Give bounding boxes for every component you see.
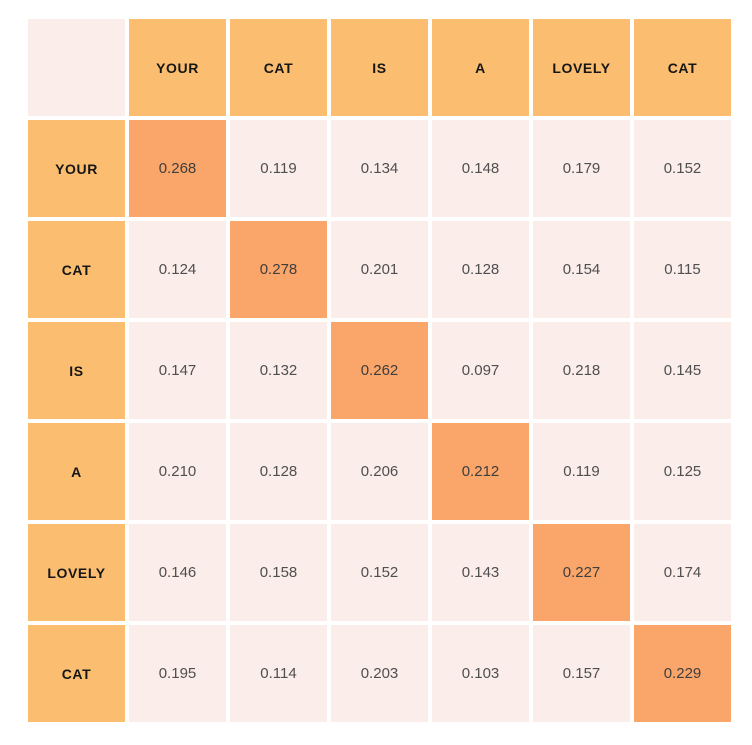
col-header-3: A bbox=[432, 19, 529, 116]
col-header-2: IS bbox=[331, 19, 428, 116]
cell-3-3: 0.212 bbox=[432, 423, 529, 520]
cell-5-4: 0.157 bbox=[533, 625, 630, 722]
cell-4-2: 0.152 bbox=[331, 524, 428, 621]
cell-4-3: 0.143 bbox=[432, 524, 529, 621]
cell-1-1: 0.278 bbox=[230, 221, 327, 318]
row-header-3: A bbox=[28, 423, 125, 520]
cell-1-0: 0.124 bbox=[129, 221, 226, 318]
cell-1-2: 0.201 bbox=[331, 221, 428, 318]
cell-1-4: 0.154 bbox=[533, 221, 630, 318]
cell-2-1: 0.132 bbox=[230, 322, 327, 419]
cell-5-0: 0.195 bbox=[129, 625, 226, 722]
row-header-1: CAT bbox=[28, 221, 125, 318]
col-header-0: YOUR bbox=[129, 19, 226, 116]
cell-2-3: 0.097 bbox=[432, 322, 529, 419]
col-header-5: CAT bbox=[634, 19, 731, 116]
cell-3-1: 0.128 bbox=[230, 423, 327, 520]
cell-0-0: 0.268 bbox=[129, 120, 226, 217]
cell-0-3: 0.148 bbox=[432, 120, 529, 217]
cell-0-2: 0.134 bbox=[331, 120, 428, 217]
cell-2-2: 0.262 bbox=[331, 322, 428, 419]
corner-cell bbox=[28, 19, 125, 116]
cell-0-4: 0.179 bbox=[533, 120, 630, 217]
row-header-2: IS bbox=[28, 322, 125, 419]
cell-4-4: 0.227 bbox=[533, 524, 630, 621]
cell-0-1: 0.119 bbox=[230, 120, 327, 217]
row-header-4: LOVELY bbox=[28, 524, 125, 621]
cell-0-5: 0.152 bbox=[634, 120, 731, 217]
col-header-4: LOVELY bbox=[533, 19, 630, 116]
attention-heatmap: YOUR CAT IS A LOVELY CAT YOUR 0.268 0.11… bbox=[28, 19, 731, 722]
cell-5-1: 0.114 bbox=[230, 625, 327, 722]
cell-3-5: 0.125 bbox=[634, 423, 731, 520]
cell-2-5: 0.145 bbox=[634, 322, 731, 419]
cell-1-5: 0.115 bbox=[634, 221, 731, 318]
cell-3-0: 0.210 bbox=[129, 423, 226, 520]
cell-4-5: 0.174 bbox=[634, 524, 731, 621]
cell-3-4: 0.119 bbox=[533, 423, 630, 520]
cell-1-3: 0.128 bbox=[432, 221, 529, 318]
cell-5-2: 0.203 bbox=[331, 625, 428, 722]
cell-5-5: 0.229 bbox=[634, 625, 731, 722]
cell-2-0: 0.147 bbox=[129, 322, 226, 419]
cell-4-0: 0.146 bbox=[129, 524, 226, 621]
cell-5-3: 0.103 bbox=[432, 625, 529, 722]
row-header-0: YOUR bbox=[28, 120, 125, 217]
row-header-5: CAT bbox=[28, 625, 125, 722]
cell-4-1: 0.158 bbox=[230, 524, 327, 621]
cell-2-4: 0.218 bbox=[533, 322, 630, 419]
col-header-1: CAT bbox=[230, 19, 327, 116]
cell-3-2: 0.206 bbox=[331, 423, 428, 520]
